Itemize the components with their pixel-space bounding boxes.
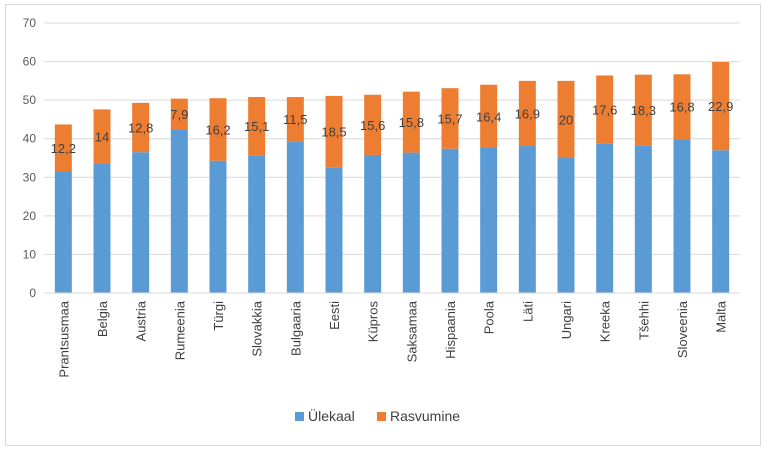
x-tick-label: Poola <box>482 300 497 334</box>
bar-rasvumine <box>557 80 575 158</box>
bar-rasvumine <box>132 102 150 153</box>
bar-rasvumine <box>54 124 72 172</box>
x-tick-label: Tšehhi <box>636 301 651 340</box>
bar-ulekaal <box>480 147 498 293</box>
bar-rasvumine <box>248 97 266 156</box>
bar-ulekaal <box>402 152 420 293</box>
x-tick-label: Slovakkia <box>250 300 265 356</box>
bar-rasvumine <box>402 91 420 153</box>
bar-rasvumine <box>93 109 111 164</box>
bar-rasvumine <box>441 88 459 149</box>
data-label: 18,5 <box>321 125 346 140</box>
bar-ulekaal <box>557 158 575 293</box>
data-label: 16,8 <box>669 100 694 115</box>
bar-ulekaal <box>286 141 304 293</box>
data-label: 15,7 <box>437 111 462 126</box>
bar-ulekaal <box>364 154 382 293</box>
x-tick-label: Küpros <box>366 301 381 343</box>
bar-rasvumine <box>480 84 498 148</box>
x-tick-label: Bulgaaria <box>288 300 303 356</box>
data-label: 20 <box>559 112 573 127</box>
bar-rasvumine <box>286 97 304 142</box>
bar-rasvumine <box>712 61 730 151</box>
y-tick-label: 50 <box>23 93 37 107</box>
bar-rasvumine <box>596 75 614 144</box>
bar-ulekaal <box>170 129 188 293</box>
data-label: 16,9 <box>515 106 540 121</box>
bar-ulekaal <box>441 148 459 293</box>
bar-rasvumine <box>518 80 536 147</box>
bar-rasvumine <box>170 98 188 130</box>
data-label: 14 <box>95 129 109 144</box>
data-label: 12,2 <box>51 141 76 156</box>
y-tick-label: 0 <box>29 286 36 300</box>
legend-label: Ülekaal <box>308 407 355 424</box>
data-label: 7,9 <box>170 107 188 122</box>
data-label: 12,8 <box>128 121 153 136</box>
y-tick-label: 60 <box>23 55 37 69</box>
bar-ulekaal <box>673 139 691 293</box>
bar-ulekaal <box>518 146 536 293</box>
bar-rasvumine <box>634 74 652 146</box>
bar-ulekaal <box>132 152 150 293</box>
x-tick-label: Belgia <box>95 300 110 337</box>
data-label: 16,2 <box>205 122 230 137</box>
legend-label: Rasvumine <box>390 408 460 424</box>
x-tick-label: Sloveenia <box>675 300 690 358</box>
legend-swatch <box>377 412 386 421</box>
y-tick-label: 10 <box>23 247 37 261</box>
bar-rasvumine <box>209 98 227 161</box>
data-label: 17,6 <box>592 102 617 117</box>
bar-ulekaal <box>634 145 652 293</box>
x-tick-label: Türgi <box>211 301 226 331</box>
data-label: 18,3 <box>631 103 656 118</box>
y-tick-label: 70 <box>23 16 37 30</box>
x-tick-label: Ungari <box>559 301 574 339</box>
bar-rasvumine <box>364 94 382 155</box>
x-tick-label: Hispaania <box>443 300 458 359</box>
data-label: 15,1 <box>244 119 269 134</box>
data-label: 15,8 <box>399 115 424 130</box>
y-tick-label: 30 <box>23 170 37 184</box>
bar-ulekaal <box>54 171 72 293</box>
x-tick-label: Saksamaa <box>404 300 419 362</box>
x-tick-label: Malta <box>714 300 729 333</box>
bar-rasvumine <box>325 95 343 168</box>
data-label: 15,6 <box>360 118 385 133</box>
bar-ulekaal <box>248 155 266 293</box>
legend-swatch <box>295 412 304 421</box>
data-label: 22,9 <box>708 99 733 114</box>
x-tick-label: Eesti <box>327 301 342 330</box>
x-tick-label: Rumeenia <box>172 300 187 360</box>
data-label: 16,4 <box>476 109 501 124</box>
x-tick-label: Prantsusmaa <box>56 300 71 377</box>
bar-ulekaal <box>325 167 343 293</box>
x-tick-label: Läti <box>520 301 535 322</box>
bar-ulekaal <box>596 143 614 293</box>
bar-ulekaal <box>712 150 730 293</box>
bar-ulekaal <box>209 160 227 293</box>
x-tick-label: Kreeka <box>598 300 613 342</box>
y-tick-label: 40 <box>23 132 37 146</box>
x-tick-label: Austria <box>134 300 149 341</box>
y-tick-label: 20 <box>23 209 37 223</box>
bar-rasvumine <box>673 74 691 140</box>
data-label: 11,5 <box>283 112 307 127</box>
bar-ulekaal <box>93 163 111 293</box>
